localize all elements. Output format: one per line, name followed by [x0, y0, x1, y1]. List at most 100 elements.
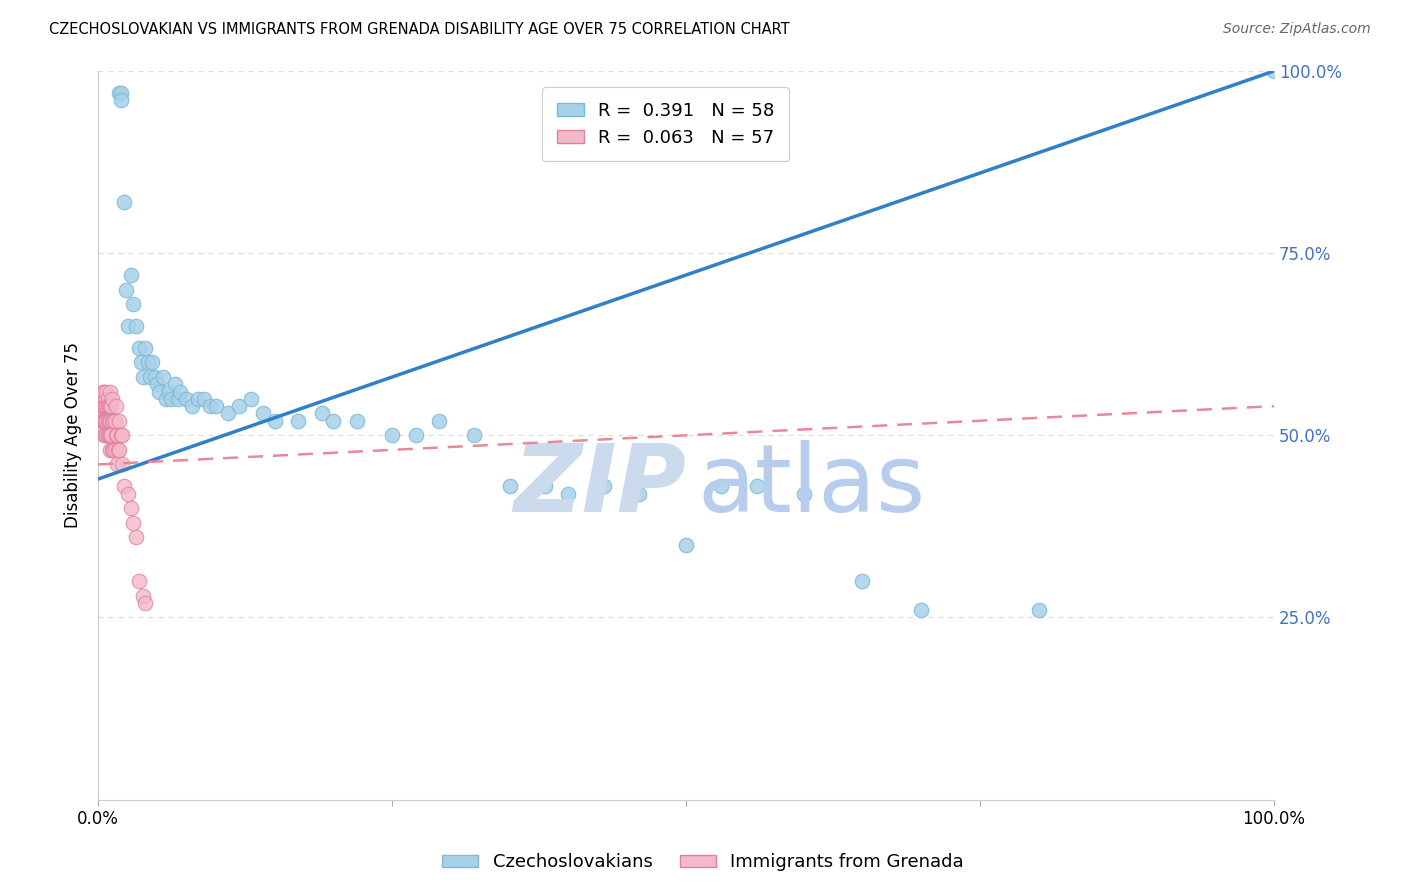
Point — [104, 399, 127, 413]
Point — [120, 501, 142, 516]
Y-axis label: Disability Age Over 75: Disability Age Over 75 — [65, 343, 82, 528]
Point — [169, 384, 191, 399]
Point — [534, 479, 557, 493]
Point — [129, 355, 152, 369]
Point — [499, 479, 522, 493]
Point — [187, 392, 209, 406]
Point — [104, 414, 127, 428]
Point — [910, 603, 932, 617]
Point — [98, 428, 121, 442]
Point — [381, 428, 404, 442]
Point — [93, 399, 115, 413]
Point — [146, 377, 169, 392]
Point — [128, 341, 150, 355]
Legend: Czechoslovakians, Immigrants from Grenada: Czechoslovakians, Immigrants from Grenad… — [434, 847, 972, 879]
Point — [160, 392, 183, 406]
Point — [97, 428, 120, 442]
Point — [155, 392, 177, 406]
Point — [181, 399, 204, 413]
Point — [1263, 64, 1285, 78]
Point — [93, 428, 115, 442]
Point — [463, 428, 485, 442]
Point — [125, 318, 148, 333]
Point — [134, 341, 156, 355]
Point — [90, 399, 112, 413]
Point — [110, 428, 132, 442]
Point — [627, 486, 650, 500]
Point — [1028, 603, 1050, 617]
Point — [103, 442, 125, 457]
Point — [134, 596, 156, 610]
Point — [263, 414, 285, 428]
Point — [167, 392, 190, 406]
Point — [97, 399, 120, 413]
Point — [117, 486, 139, 500]
Point — [557, 486, 579, 500]
Point — [97, 414, 120, 428]
Point — [120, 268, 142, 282]
Point — [96, 414, 118, 428]
Point — [110, 93, 132, 107]
Point — [96, 399, 118, 413]
Point — [96, 384, 118, 399]
Point — [405, 428, 427, 442]
Point — [105, 428, 128, 442]
Point — [198, 399, 221, 413]
Point — [157, 384, 180, 399]
Point — [793, 486, 815, 500]
Point — [322, 414, 344, 428]
Point — [104, 428, 127, 442]
Point — [97, 392, 120, 406]
Point — [240, 392, 263, 406]
Point — [101, 414, 124, 428]
Point — [228, 399, 250, 413]
Point — [193, 392, 215, 406]
Point — [745, 479, 768, 493]
Point — [97, 399, 120, 413]
Point — [94, 399, 117, 413]
Point — [287, 414, 309, 428]
Point — [217, 406, 239, 420]
Point — [90, 392, 112, 406]
Point — [90, 414, 112, 428]
Point — [122, 297, 145, 311]
Point — [252, 406, 274, 420]
Point — [97, 414, 120, 428]
Point — [101, 392, 124, 406]
Point — [117, 318, 139, 333]
Text: CZECHOSLOVAKIAN VS IMMIGRANTS FROM GRENADA DISABILITY AGE OVER 75 CORRELATION CH: CZECHOSLOVAKIAN VS IMMIGRANTS FROM GRENA… — [49, 22, 790, 37]
Point — [143, 370, 166, 384]
Point — [112, 479, 135, 493]
Point — [122, 516, 145, 530]
Point — [94, 414, 117, 428]
Point — [112, 195, 135, 210]
Point — [100, 399, 122, 413]
Point — [152, 370, 174, 384]
Point — [111, 428, 134, 442]
Point — [91, 414, 114, 428]
Point — [103, 414, 125, 428]
Point — [141, 355, 163, 369]
Point — [346, 414, 368, 428]
Text: atlas: atlas — [697, 441, 927, 533]
Point — [125, 530, 148, 544]
Point — [851, 574, 873, 588]
Point — [139, 370, 162, 384]
Point — [132, 589, 155, 603]
Point — [115, 283, 138, 297]
Point — [107, 442, 129, 457]
Point — [94, 392, 117, 406]
Point — [176, 392, 198, 406]
Point — [204, 399, 226, 413]
Point — [100, 428, 122, 442]
Point — [93, 384, 115, 399]
Point — [91, 384, 114, 399]
Point — [94, 428, 117, 442]
Point — [110, 86, 132, 100]
Point — [104, 442, 127, 457]
Point — [98, 384, 121, 399]
Point — [91, 399, 114, 413]
Point — [93, 414, 115, 428]
Point — [675, 537, 697, 551]
Point — [427, 414, 450, 428]
